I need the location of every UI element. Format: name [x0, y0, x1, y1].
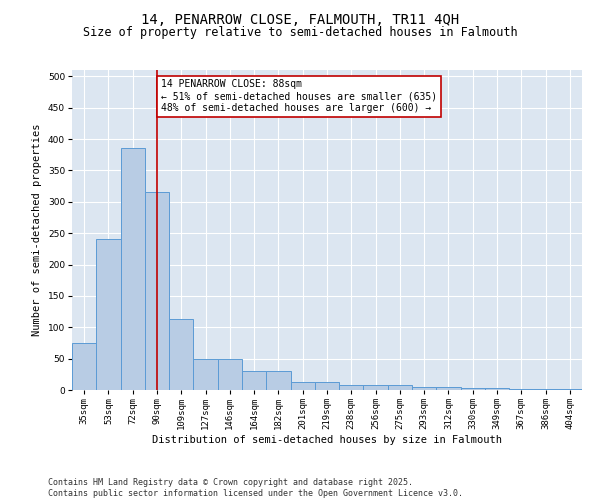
- Bar: [218, 358, 242, 390]
- Bar: [96, 240, 121, 390]
- Bar: [412, 387, 436, 390]
- Bar: [315, 382, 339, 390]
- Bar: [290, 382, 315, 390]
- Bar: [121, 148, 145, 390]
- Bar: [145, 192, 169, 390]
- Bar: [461, 388, 485, 390]
- Bar: [436, 387, 461, 390]
- Bar: [193, 358, 218, 390]
- Text: 14, PENARROW CLOSE, FALMOUTH, TR11 4QH: 14, PENARROW CLOSE, FALMOUTH, TR11 4QH: [141, 12, 459, 26]
- Bar: [558, 388, 582, 390]
- Bar: [388, 385, 412, 390]
- Bar: [364, 385, 388, 390]
- X-axis label: Distribution of semi-detached houses by size in Falmouth: Distribution of semi-detached houses by …: [152, 435, 502, 445]
- Y-axis label: Number of semi-detached properties: Number of semi-detached properties: [32, 124, 42, 336]
- Text: 14 PENARROW CLOSE: 88sqm
← 51% of semi-detached houses are smaller (635)
48% of : 14 PENARROW CLOSE: 88sqm ← 51% of semi-d…: [161, 80, 437, 112]
- Bar: [485, 388, 509, 390]
- Bar: [169, 319, 193, 390]
- Text: Contains HM Land Registry data © Crown copyright and database right 2025.
Contai: Contains HM Land Registry data © Crown c…: [48, 478, 463, 498]
- Bar: [242, 371, 266, 390]
- Bar: [72, 343, 96, 390]
- Bar: [266, 371, 290, 390]
- Text: Size of property relative to semi-detached houses in Falmouth: Size of property relative to semi-detach…: [83, 26, 517, 39]
- Bar: [339, 385, 364, 390]
